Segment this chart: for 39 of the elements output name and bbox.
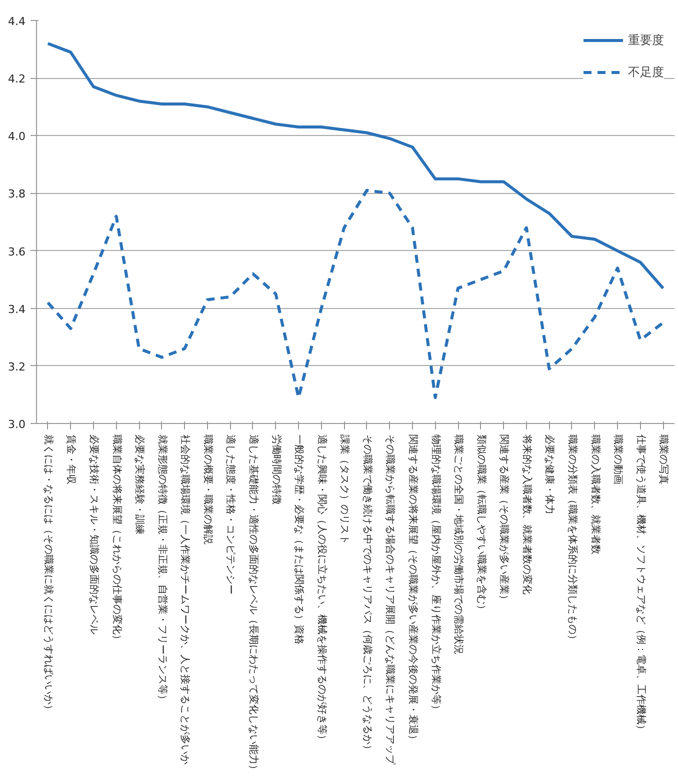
- x-tick-label: 物理的な職場環境（屋内か屋外か、座り作業か立ち作業か等）: [430, 434, 442, 714]
- y-tick-label: 4.0: [8, 130, 26, 144]
- y-tick-label: 3.0: [8, 418, 26, 431]
- x-tick-label: 社会的な職場環境（一人作業かチームワークか、人と接することが多いか: [179, 434, 192, 764]
- line-series: [46, 188, 665, 400]
- x-tick-label: 将来的な入職者数、就業者数の変化: [520, 434, 533, 594]
- x-tick-label: 職業の概要・職業の解説: [202, 434, 214, 544]
- x-tick-label: 職業自体の将来展望（これからの仕事の変化）: [110, 434, 123, 644]
- x-tick-label: 適した態度・性格・コンピテンシー: [224, 434, 237, 594]
- x-tick-label: 関連する産業（その職業が多い産業）: [498, 434, 510, 604]
- x-tick-label: 必要な技術・スキル・知識の多面的なレベル: [88, 434, 100, 634]
- x-tick-label: 関連する産業の将来展望（その職業が多い産業の今後の発展・衰退）: [406, 434, 419, 744]
- x-tick-label: 職業の動画: [612, 434, 624, 484]
- x-tick-label: 就くには・なるには（その職業に就くにはどうすればいいか）: [42, 434, 54, 714]
- x-tick-label: 職業の写真: [658, 434, 670, 484]
- x-tick-label: 仕事で使う道具、機材、ソフトウェアなど（例：電卓、工作機械）: [634, 434, 647, 734]
- x-tick-label: 職業の分類表（職業を体系的に分類したもの）: [566, 434, 578, 644]
- y-tick-label: 3.2: [8, 360, 26, 374]
- y-tick-label: 4.2: [8, 72, 26, 86]
- x-tick-label: 課業（タスク）のリスト: [338, 434, 351, 544]
- legend-label: 重要度: [628, 32, 664, 48]
- x-tick-label: 必要な健康・体力: [544, 434, 556, 514]
- x-tick-label: 適した基礎能力・適性の多面的なレベル（長期にわたって変化しない能力）: [247, 434, 260, 774]
- x-tick-label: 職業の入職者数、就業者数: [589, 434, 602, 554]
- y-tick-label: 3.6: [8, 245, 26, 258]
- x-tick-label: 労働時間の特徴: [270, 434, 282, 504]
- x-tick-label: 職業ごとの全国・地域別の労働市場での需給状況: [452, 434, 465, 654]
- x-tick-label: 賃金・年収: [65, 434, 78, 484]
- legend-label: 不足度: [628, 64, 664, 80]
- x-tick-label: 就業形態の特徴（正規・非正規、自営業・フリーランス等）: [156, 434, 168, 704]
- x-tick-label: 類似の職業（転職しやすい職業を含む）: [475, 434, 488, 614]
- x-tick-label: 必要な実務経験・訓練: [134, 434, 146, 534]
- y-tick-label: 3.4: [8, 302, 26, 316]
- x-tick-label: その職業から転職する場合のキャリア展開（どんな職業にキャリアアップ: [384, 434, 396, 766]
- x-tick-label: 一般的な学歴・必要な（または関係する）資格: [293, 434, 306, 644]
- x-tick-label: その職業で働き続ける中でのキャリアパス（何歳ごろに、どうなるか）: [361, 434, 374, 754]
- y-tick-label: 4.4: [8, 15, 26, 28]
- y-tick-label: 3.8: [8, 188, 26, 201]
- x-tick-label: 適した興味・関心（人の役に立ちたい、機械を操作するのが好き等）: [316, 434, 328, 744]
